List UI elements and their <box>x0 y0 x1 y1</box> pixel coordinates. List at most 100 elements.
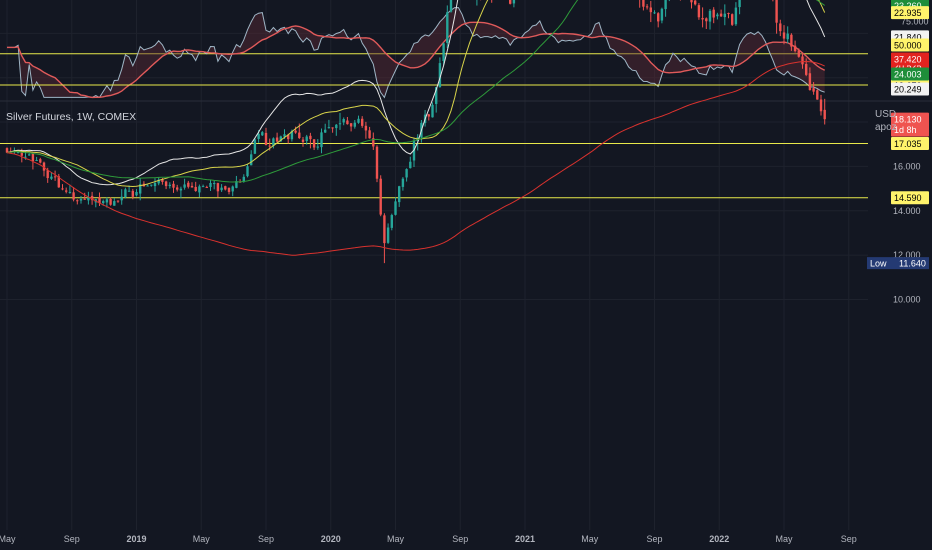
candle-body-198 <box>738 0 741 8</box>
candle-body-15 <box>61 188 64 190</box>
osc-tag-bg-3 <box>891 82 929 96</box>
candle-body-13 <box>53 176 57 178</box>
time-label-7: Sep <box>452 534 468 544</box>
candle-body-213 <box>793 45 797 52</box>
candle-body-107 <box>401 178 405 187</box>
candle-body-38 <box>146 185 149 187</box>
candle-body-99 <box>372 138 375 147</box>
candle-body-58 <box>220 187 223 191</box>
candle-body-52 <box>198 186 201 193</box>
candle-body-115 <box>431 104 434 118</box>
candle-body-103 <box>386 227 390 243</box>
symbol-title[interactable]: Silver Futures, 1W, COMEX <box>6 111 136 123</box>
time-label-6: May <box>387 534 405 544</box>
candle-body-47 <box>179 188 183 191</box>
grid-lines <box>0 0 868 530</box>
candle-body-71 <box>268 145 271 147</box>
time-label-4: Sep <box>258 534 274 544</box>
time-axis[interactable]: May Sep 2019 May Sep 2020 May Sep 2021 May Sep 2022… <box>0 534 857 544</box>
osc-label-0: 75.000 <box>901 17 929 27</box>
candle-body-98 <box>368 130 371 139</box>
price-tag-text-9: 14.590 <box>894 193 922 203</box>
candle-body-186 <box>694 0 697 5</box>
candle-body-94 <box>353 122 356 127</box>
price-pane[interactable] <box>0 0 868 264</box>
candle-body-30 <box>116 200 120 202</box>
time-label-13: Sep <box>841 534 857 544</box>
candle-body-93 <box>349 123 353 127</box>
candle-body-197 <box>734 7 738 25</box>
osc-tag-bg-1 <box>891 52 929 66</box>
candle-body-74 <box>279 136 282 142</box>
candle-body-192 <box>716 14 719 17</box>
candle-body-95 <box>357 118 360 123</box>
time-label-10: Sep <box>646 534 662 544</box>
candle-body-31 <box>120 196 123 201</box>
time-label-3: May <box>193 534 211 544</box>
candle-body-209 <box>779 23 782 32</box>
candle-body-28 <box>109 198 112 205</box>
moving-average-0 <box>6 0 826 186</box>
osc-tag-text-2: 24.003 <box>894 70 922 80</box>
price-tag-text-4: 21.840 <box>894 32 922 42</box>
candle-body-216 <box>805 63 808 75</box>
currency-label[interactable]: USD <box>875 109 896 120</box>
candle-body-172 <box>642 0 645 7</box>
candle-body-8 <box>35 160 38 162</box>
candle-body-221 <box>823 109 826 120</box>
osc-tag-bg-2 <box>891 67 929 81</box>
candle-body-101 <box>379 178 382 215</box>
candle-body-196 <box>731 14 734 25</box>
candle-body-189 <box>705 18 708 22</box>
osc-line <box>7 7 825 99</box>
candle-body-4 <box>20 150 23 156</box>
candle-body-60 <box>227 187 231 192</box>
candle-body-136 <box>509 0 512 4</box>
candle-body-86 <box>324 129 327 133</box>
candle-body-90 <box>338 123 342 125</box>
time-label-12: May <box>775 534 793 544</box>
candle-body-12 <box>50 176 53 179</box>
candle-body-48 <box>183 184 186 188</box>
candle-body-91 <box>342 119 345 123</box>
rsi-pane[interactable] <box>0 7 868 99</box>
candle-body-82 <box>309 135 312 140</box>
price-tag-text-2: 23.260 <box>894 1 922 11</box>
candle-body-208 <box>775 0 778 23</box>
candle-body-5 <box>24 156 27 158</box>
candle-body-215 <box>801 56 804 65</box>
candle-body-88 <box>331 127 334 129</box>
candle-body-218 <box>812 88 815 92</box>
low-tag-bg <box>867 257 929 270</box>
candle-body-44 <box>168 184 171 186</box>
time-label-5: 2020 <box>321 534 341 544</box>
candle-body-41 <box>157 179 160 184</box>
time-label-1: Sep <box>64 534 80 544</box>
low-tag-text: Low <box>870 259 887 269</box>
candle-body-11 <box>46 170 49 179</box>
candle-body-64 <box>242 176 245 182</box>
candle-body-214 <box>797 50 800 57</box>
candle-body-72 <box>272 138 275 146</box>
candle-body-43 <box>164 181 168 187</box>
candle-body-14 <box>57 176 60 188</box>
candle-body-187 <box>697 5 701 18</box>
candle-body-116 <box>435 87 438 104</box>
time-label-2: 2019 <box>126 534 146 544</box>
candle-body-0 <box>5 148 9 153</box>
candle-body-210 <box>782 32 786 39</box>
candle-body-3 <box>16 152 20 154</box>
candle-body-50 <box>190 185 194 188</box>
candle-body-6 <box>28 154 31 156</box>
candle-body-106 <box>398 186 401 203</box>
candle-body-55 <box>209 183 212 188</box>
candle-body-137 <box>512 0 516 4</box>
candle-body-108 <box>405 169 408 178</box>
candle-body-35 <box>135 191 138 196</box>
candle-body-194 <box>723 13 726 18</box>
candle-body-29 <box>113 201 116 206</box>
candle-body-18 <box>72 192 75 200</box>
candle-body-92 <box>346 120 349 125</box>
candle-body-81 <box>305 136 308 141</box>
